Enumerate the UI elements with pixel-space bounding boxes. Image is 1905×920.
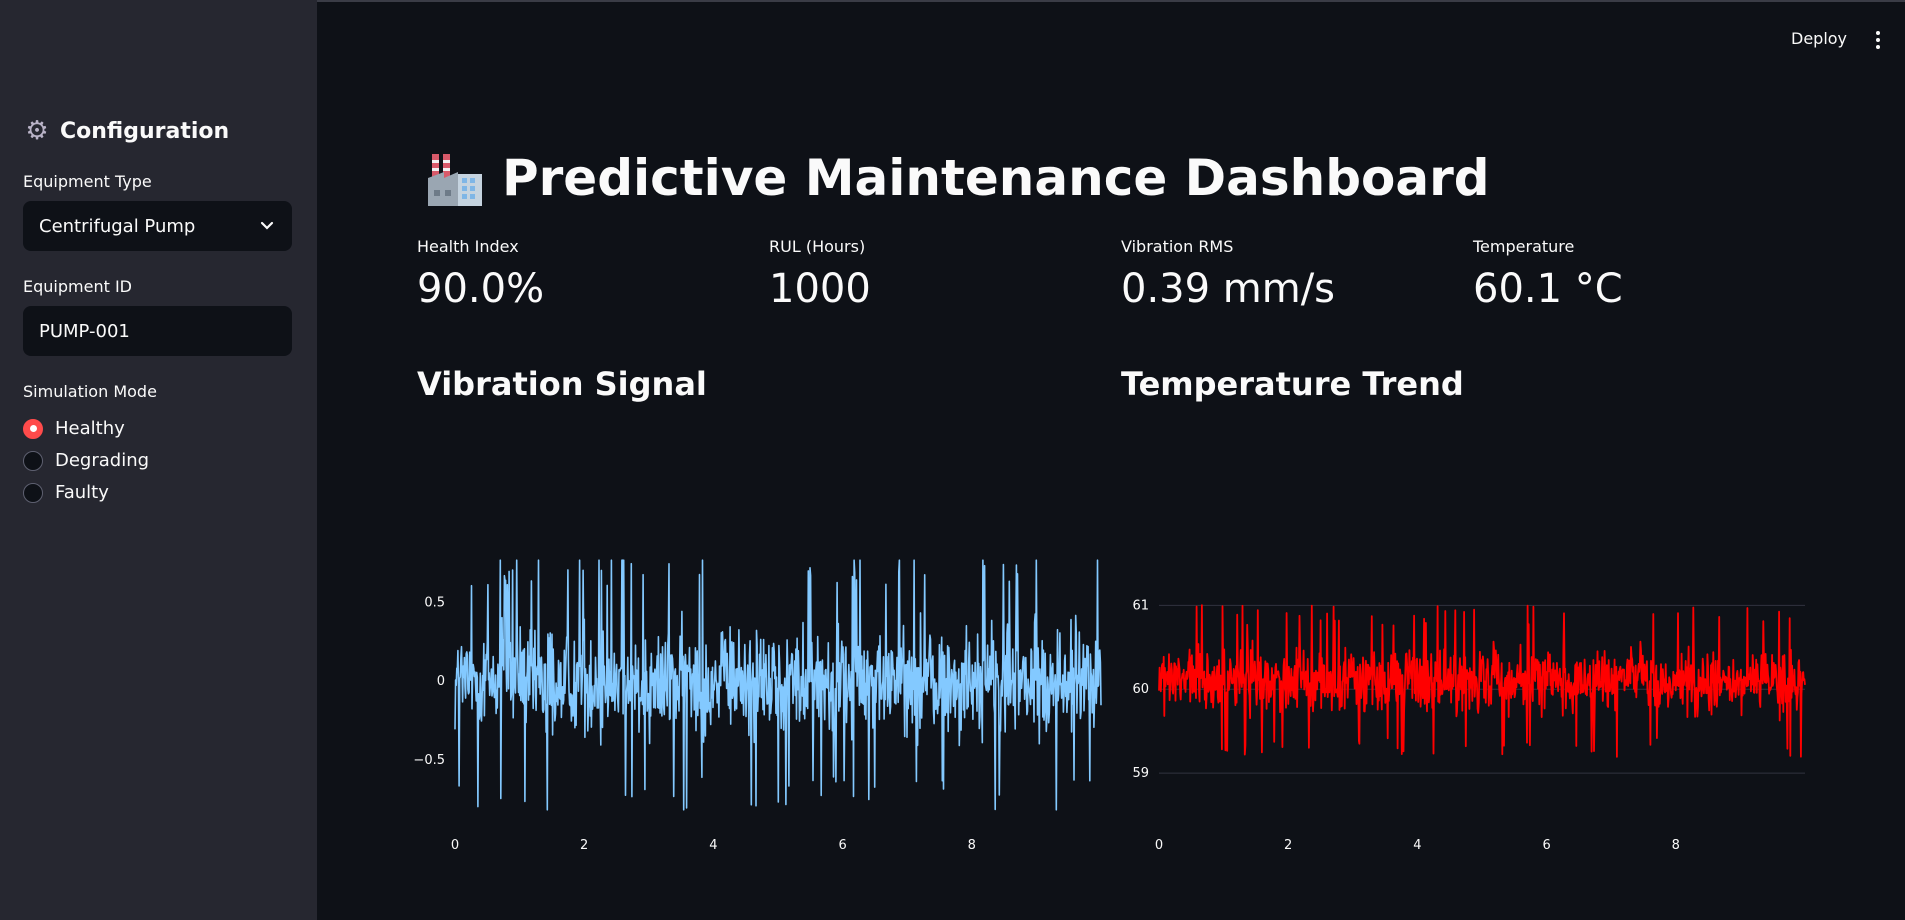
metric-temperature: Temperature 60.1 °C — [1473, 237, 1623, 312]
gear-icon: ⚙ — [25, 116, 49, 146]
x-tick-label: 2 — [580, 838, 588, 853]
metric-label: Vibration RMS — [1121, 237, 1234, 256]
radio-option-faulty[interactable]: Faulty — [23, 482, 109, 503]
sidebar-title: ⚙ Configuration — [24, 118, 229, 144]
metric-health-index: Health Index 90.0% — [417, 237, 544, 312]
metric-label: RUL (Hours) — [769, 237, 866, 256]
y-tick-label: 61 — [1132, 598, 1149, 613]
metric-value: 0.39 mm/s — [1121, 266, 1336, 312]
temperature-chart[interactable]: 61 60 59 0 2 4 6 8 — [1121, 540, 1811, 860]
vibration-chart-svg[interactable]: 0.5 0 −0.5 0 2 4 6 8 — [413, 540, 1107, 860]
x-tick-label: 6 — [838, 838, 846, 853]
y-tick-label: −0.5 — [413, 753, 445, 768]
equipment-type-value: Centrifugal Pump — [39, 215, 196, 237]
factory-icon — [428, 154, 482, 206]
deploy-button[interactable]: Deploy — [1791, 29, 1848, 48]
radio-option-degrading[interactable]: Degrading — [23, 450, 149, 471]
equipment-type-select[interactable]: Centrifugal Pump — [23, 201, 292, 251]
radio-label: Faulty — [55, 482, 109, 503]
vibration-chart[interactable]: 0.5 0 −0.5 0 2 4 6 8 — [413, 540, 1107, 860]
x-tick-label: 8 — [968, 838, 976, 853]
x-tick-label: 4 — [709, 838, 717, 853]
radio-label: Degrading — [55, 450, 150, 471]
temperature-section-title: Temperature Trend — [1121, 365, 1464, 403]
x-tick-label: 6 — [1542, 838, 1550, 853]
metric-label: Temperature — [1473, 237, 1575, 256]
equipment-id-input[interactable]: PUMP-001 — [23, 306, 292, 356]
radio-button-selected[interactable] — [23, 418, 43, 439]
radio-option-healthy[interactable]: Healthy — [23, 418, 125, 439]
radio-button[interactable] — [23, 482, 43, 503]
sidebar: ⚙ Configuration Equipment Type Centrifug… — [0, 0, 317, 920]
y-tick-label: 0.5 — [424, 595, 445, 610]
sidebar-title-text: Configuration — [60, 118, 230, 144]
radio-button[interactable] — [23, 450, 43, 471]
x-tick-label: 2 — [1284, 838, 1292, 853]
vibration-section-title: Vibration Signal — [417, 365, 707, 403]
x-tick-label: 0 — [1155, 838, 1163, 853]
y-tick-label: 59 — [1132, 766, 1149, 781]
x-tick-label: 4 — [1413, 838, 1421, 853]
page-title: Predictive Maintenance Dashboard — [502, 149, 1490, 207]
x-tick-label: 8 — [1672, 838, 1680, 853]
metric-vibration-rms: Vibration RMS 0.39 mm/s — [1121, 237, 1335, 312]
chevron-down-icon — [258, 217, 276, 235]
metric-value: 90.0% — [417, 266, 545, 312]
y-tick-label: 0 — [437, 674, 445, 689]
kebab-menu-icon[interactable] — [1870, 29, 1886, 51]
radio-label: Healthy — [55, 418, 125, 439]
y-tick-label: 60 — [1132, 682, 1149, 697]
equipment-id-label: Equipment ID — [23, 277, 132, 296]
page-title-row: Predictive Maintenance Dashboard — [424, 148, 1490, 208]
metric-rul: RUL (Hours) 1000 — [769, 237, 871, 312]
equipment-id-value: PUMP-001 — [39, 320, 130, 342]
equipment-type-label: Equipment Type — [23, 172, 152, 191]
series-line — [454, 559, 1102, 811]
metric-label: Health Index — [417, 237, 519, 256]
x-tick-label: 0 — [451, 838, 459, 853]
temperature-chart-svg[interactable]: 61 60 59 0 2 4 6 8 — [1121, 540, 1811, 860]
series-line — [1158, 604, 1806, 758]
simulation-mode-label: Simulation Mode — [23, 382, 157, 401]
top-border — [0, 0, 1905, 2]
metric-value: 60.1 °C — [1473, 266, 1623, 312]
metric-value: 1000 — [769, 266, 871, 312]
